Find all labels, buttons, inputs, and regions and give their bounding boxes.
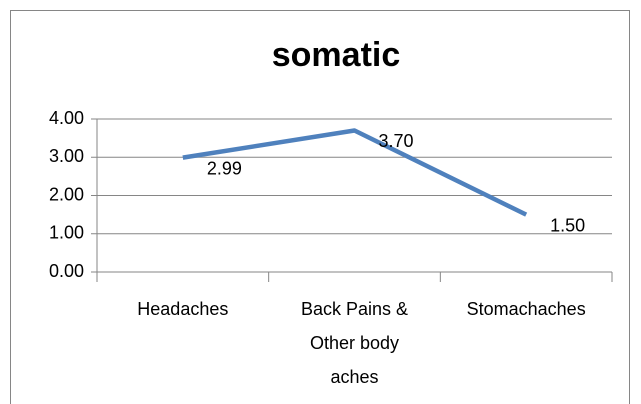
chart-border xyxy=(10,10,630,404)
data-label: 1.50 xyxy=(550,215,585,235)
y-tick-label: 2.00 xyxy=(49,184,84,204)
y-tick-label: 1.00 xyxy=(49,223,84,243)
data-label: 2.99 xyxy=(207,158,242,178)
chart-title: somatic xyxy=(272,36,401,74)
y-tick-label: 0.00 xyxy=(49,261,84,281)
y-tick-label: 3.00 xyxy=(49,146,84,166)
x-tick-label: Back Pains & Other body aches xyxy=(301,299,408,387)
x-tick-label-line: aches xyxy=(330,367,378,387)
x-tick-label: Stomachaches xyxy=(467,299,586,319)
line xyxy=(182,128,528,217)
y-tick-label: 4.00 xyxy=(49,108,84,128)
x-tick-label-line: Back Pains & xyxy=(301,299,408,319)
x-tick-label-line: Other body xyxy=(310,333,399,353)
x-tick-label: Headaches xyxy=(137,299,228,319)
data-label: 3.70 xyxy=(379,131,414,151)
